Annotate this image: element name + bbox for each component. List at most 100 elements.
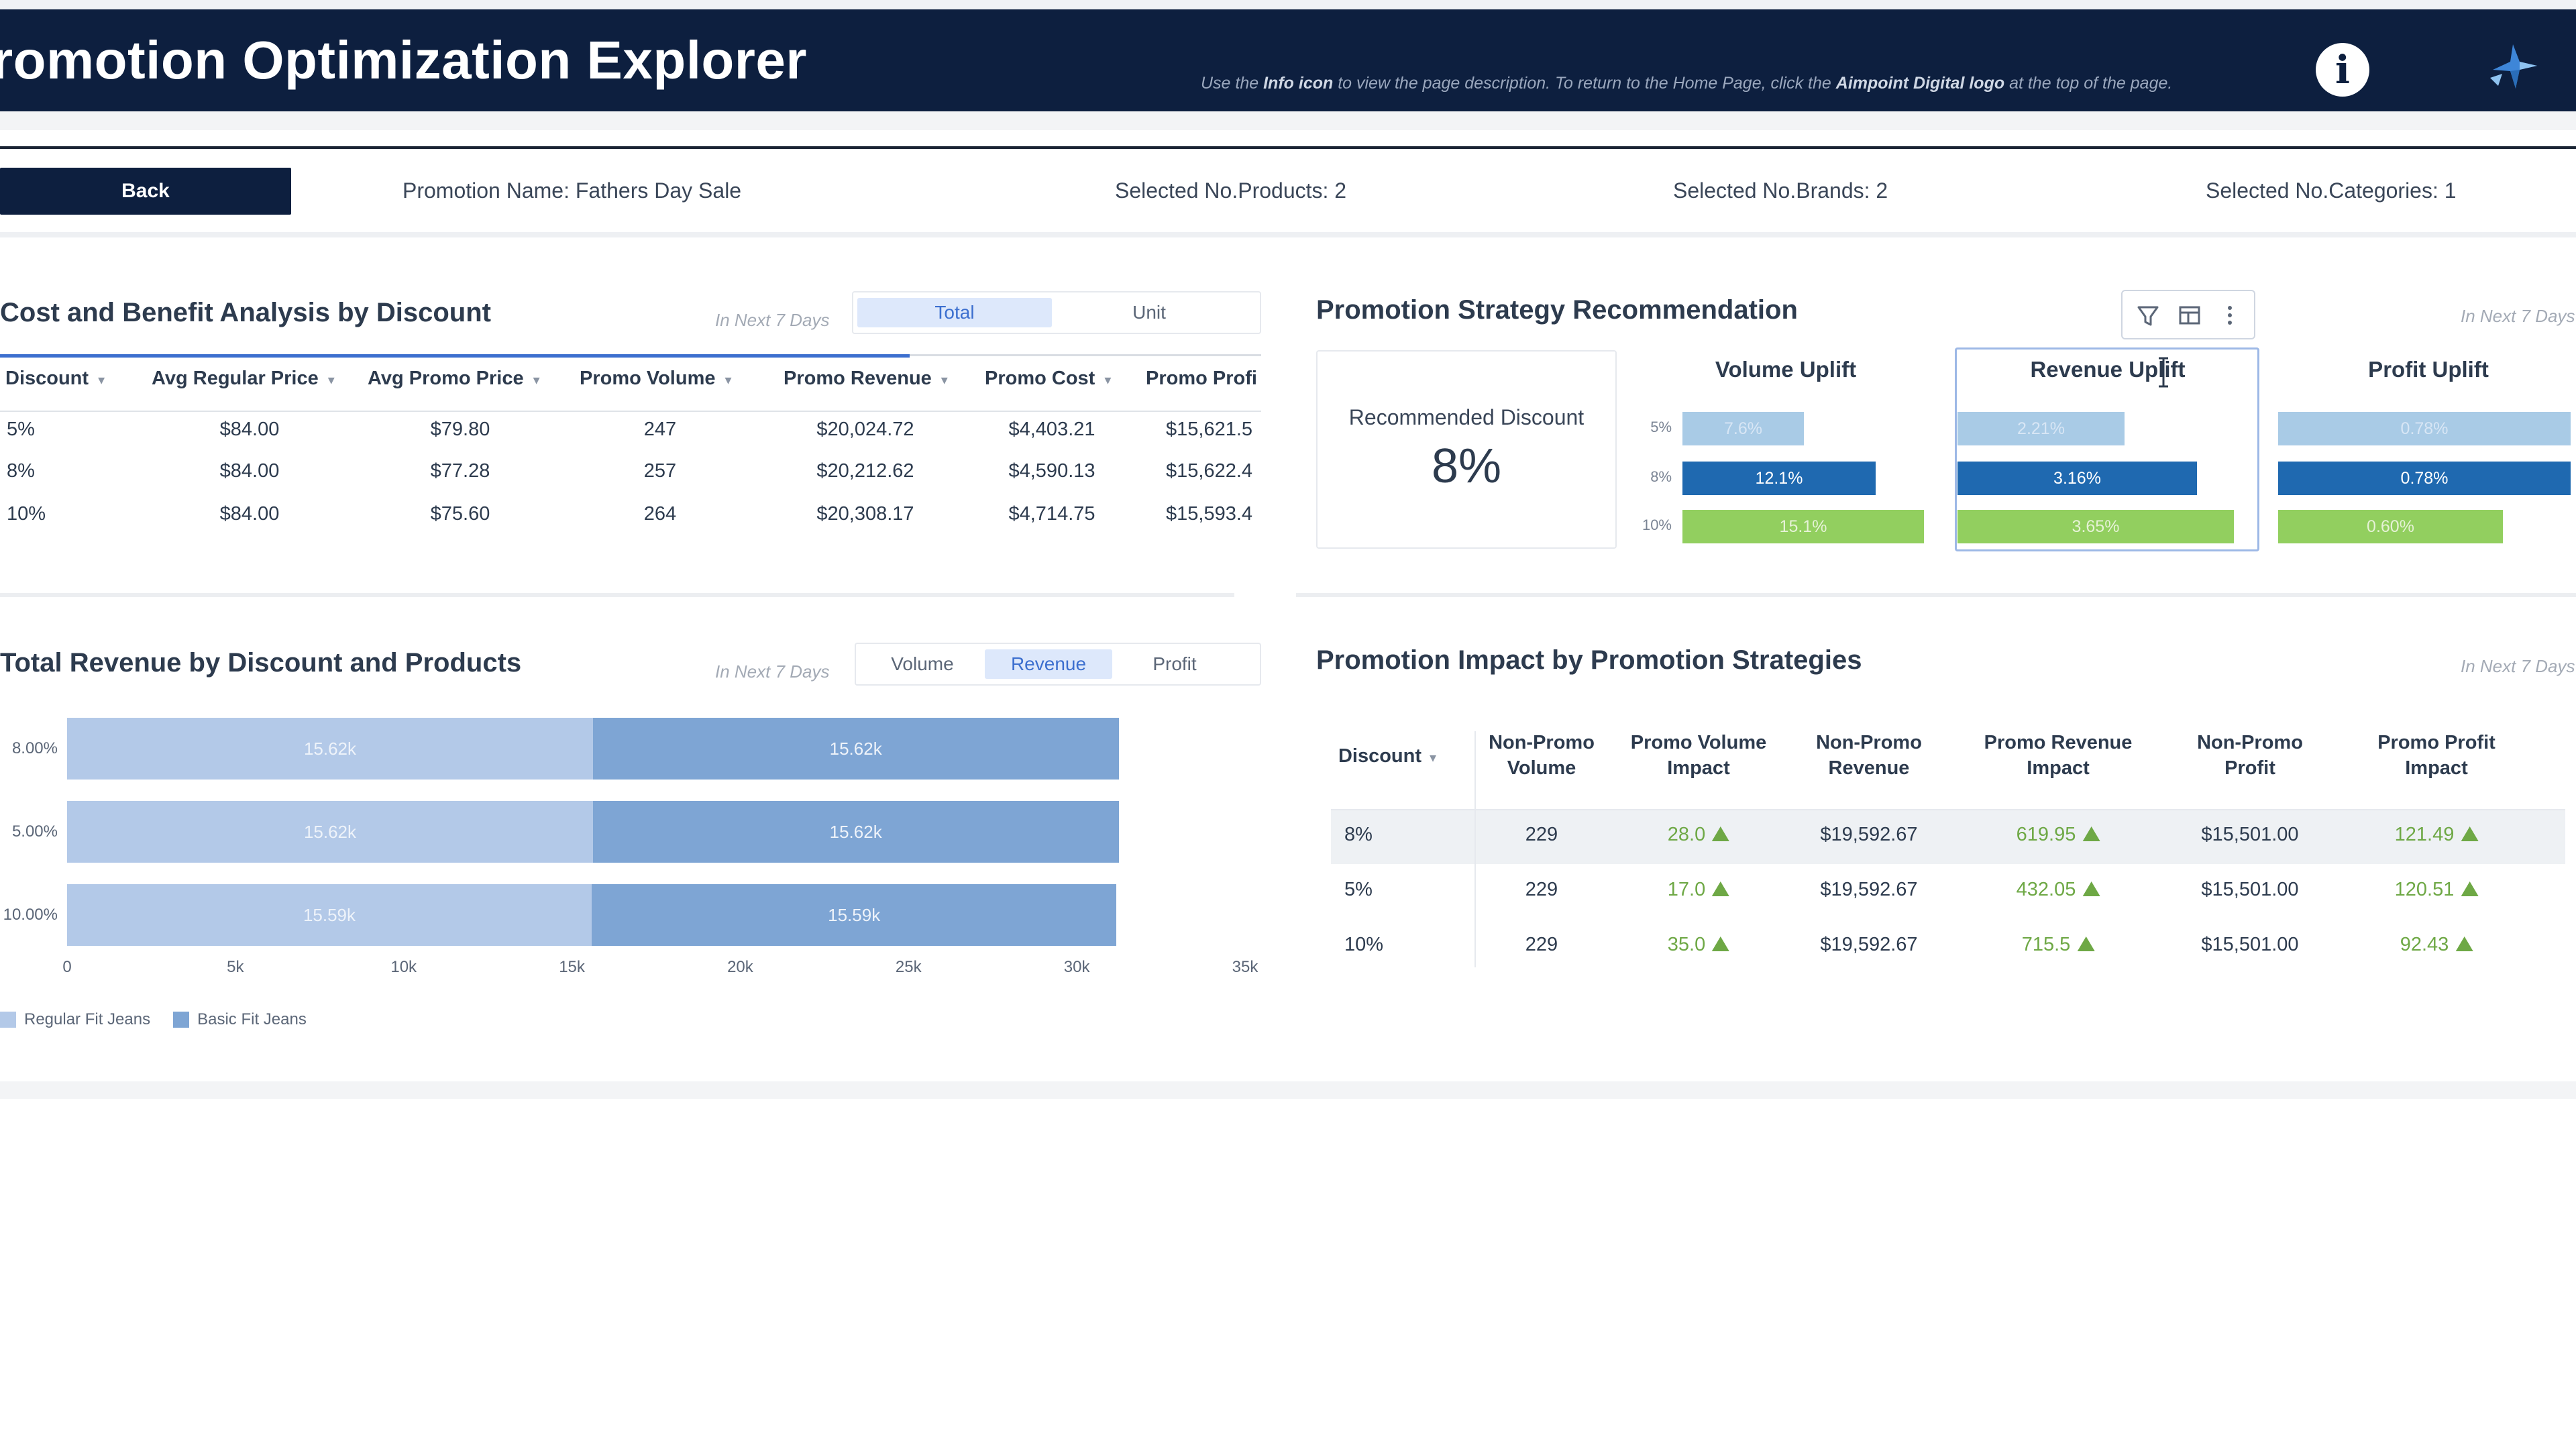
more-options-icon[interactable] [2214,299,2246,331]
stacked-bar-segment[interactable]: 15.59k [592,884,1117,946]
trend-up-icon [1712,881,1730,896]
uplift-bar[interactable]: 2.21% [1957,412,2125,445]
selected-products: Selected No.Products: 2 [1115,178,1347,203]
cell: 432.05 [2017,879,2100,901]
column-header-avg-promo-price[interactable]: Avg Promo Price ▾ [368,368,540,389]
cell: 229 [1525,824,1558,845]
column-header-promo-profit[interactable]: Promo Profi [1146,368,1257,389]
column-header-promo-cost[interactable]: Promo Cost ▾ [985,368,1112,389]
impact-table: Discount ▾ Non-Promo Volume Promo Volume Im… [1331,712,2576,967]
legend-label: Basic Fit Jeans [197,1010,307,1028]
volume-uplift-title: Volume Uplift [1715,357,1857,382]
cell: 35.0 [1668,934,1730,956]
metric-toggle: Volume Revenue Profit [855,643,1261,686]
category-label: 5.00% [11,822,58,841]
revenue-uplift-title[interactable]: Revenue Uplift [2030,357,2186,382]
cell: 229 [1525,934,1558,955]
table-top-rule [910,354,1261,356]
cell: $79.80 [430,419,490,440]
stacked-bar-segment[interactable]: 15.62k [67,718,593,780]
x-tick-label: 10k [390,958,417,976]
toggle-total[interactable]: Total [857,298,1052,327]
table-scroll-indicator [0,354,910,358]
cell: 5% [7,419,35,440]
x-tick-label: 15k [559,958,585,976]
column-header-avg-regular-price[interactable]: Avg Regular Price ▾ [152,368,335,389]
cell: $4,714.75 [1008,503,1095,525]
uplift-bar[interactable]: 7.6% [1682,412,1804,445]
cell: 28.0 [1668,824,1730,846]
trend-up-icon [2461,826,2479,841]
cell: $84.00 [219,419,280,440]
column-header-promo-volume[interactable]: Promo Volume ▾ [580,368,732,389]
toggle-unit[interactable]: Unit [1132,302,1166,323]
column-header-non-promo-revenue: Non-Promo Revenue [1816,732,1922,779]
column-header-promo-profit-impact: Promo Profit Impact [2377,732,2496,779]
recommended-discount-label: Recommended Discount [1348,405,1585,429]
table-icon[interactable] [2174,299,2206,331]
trend-up-icon [2461,881,2479,896]
x-tick-label: 35k [1232,958,1258,976]
cell: 8% [1344,824,1373,845]
header-gap [0,111,2576,130]
page-title: romotion Optimization Explorer [0,30,808,90]
cell: 715.5 [2022,934,2095,956]
cell: 10% [7,503,46,525]
discount-axis-label: 10% [1642,517,1672,533]
cell: $15,593.4 [1166,503,1253,525]
promotion-name: Promotion Name: Fathers Day Sale [402,178,742,203]
cell: $77.28 [430,460,490,482]
stacked-bar-segment[interactable]: 15.59k [67,884,592,946]
cell: $19,592.67 [1820,934,1918,955]
x-tick-label: 25k [895,958,922,976]
toggle-revenue[interactable]: Revenue [985,649,1112,679]
uplift-bar[interactable]: 0.78% [2278,412,2571,445]
cost-benefit-table: Discount ▾ Avg Regular Price ▾ Avg Promo P… [0,354,1261,549]
info-icon[interactable]: i [2316,43,2369,97]
cell: $15,622.4 [1166,460,1253,482]
toggle-volume[interactable]: Volume [891,653,954,674]
impact-title: Promotion Impact by Promotion Strategies [1316,645,1862,675]
uplift-bar[interactable]: 0.78% [2278,462,2571,495]
selected-uplift-highlight [1955,347,2259,551]
cell: 10% [1344,934,1384,955]
divider [0,232,2576,237]
header-hint: Use the Info icon to view the page descr… [1201,74,2173,93]
uplift-bar[interactable]: 12.1% [1682,462,1876,495]
uplift-bar[interactable]: 3.65% [1957,510,2234,543]
cell: $15,621.5 [1166,419,1253,440]
x-tick-label: 20k [727,958,753,976]
cell: 121.49 [2395,824,2479,846]
cell: $4,590.13 [1008,460,1095,482]
highlighted-row [1331,810,2565,864]
cell: 92.43 [2400,934,2473,956]
trend-up-icon [1712,936,1730,951]
stacked-bar-segment[interactable]: 15.62k [67,801,593,863]
cell: $84.00 [219,503,280,525]
cell: $15,501.00 [2201,934,2299,955]
toggle-profit[interactable]: Profit [1152,653,1197,674]
column-header-discount[interactable]: Discount ▾ [5,368,105,389]
uplift-bar[interactable]: 0.60% [2278,510,2503,543]
legend-item[interactable]: Basic Fit Jeans [173,1010,307,1029]
column-header-promo-revenue[interactable]: Promo Revenue ▾ [784,368,948,389]
filter-icon[interactable] [2132,299,2164,331]
legend-item[interactable]: Regular Fit Jeans [0,1010,150,1029]
stacked-bar-segment[interactable]: 15.62k [592,718,1119,780]
cell: 120.51 [2395,879,2479,901]
uplift-bar[interactable]: 15.1% [1682,510,1924,543]
stacked-bar-segment[interactable]: 15.62k [592,801,1119,863]
chart-legend: Regular Fit Jeans Basic Fit Jeans [0,1010,329,1029]
category-label: 10.00% [3,906,58,924]
uplift-bar[interactable]: 3.16% [1957,462,2197,495]
trend-up-icon [2082,881,2100,896]
column-header-discount[interactable]: Discount ▾ [1338,745,1437,767]
footer-band [0,1081,2576,1099]
text-cursor-icon [2159,357,2168,388]
period-label: In Next 7 Days [2461,306,2575,326]
period-label: In Next 7 Days [715,661,830,682]
aimpoint-digital-logo[interactable] [2482,39,2538,95]
back-button[interactable]: Back [0,168,291,215]
cost-benefit-title: Cost and Benefit Analysis by Discount [0,298,491,327]
column-header-non-promo-profit: Non-Promo Profit [2197,732,2303,779]
